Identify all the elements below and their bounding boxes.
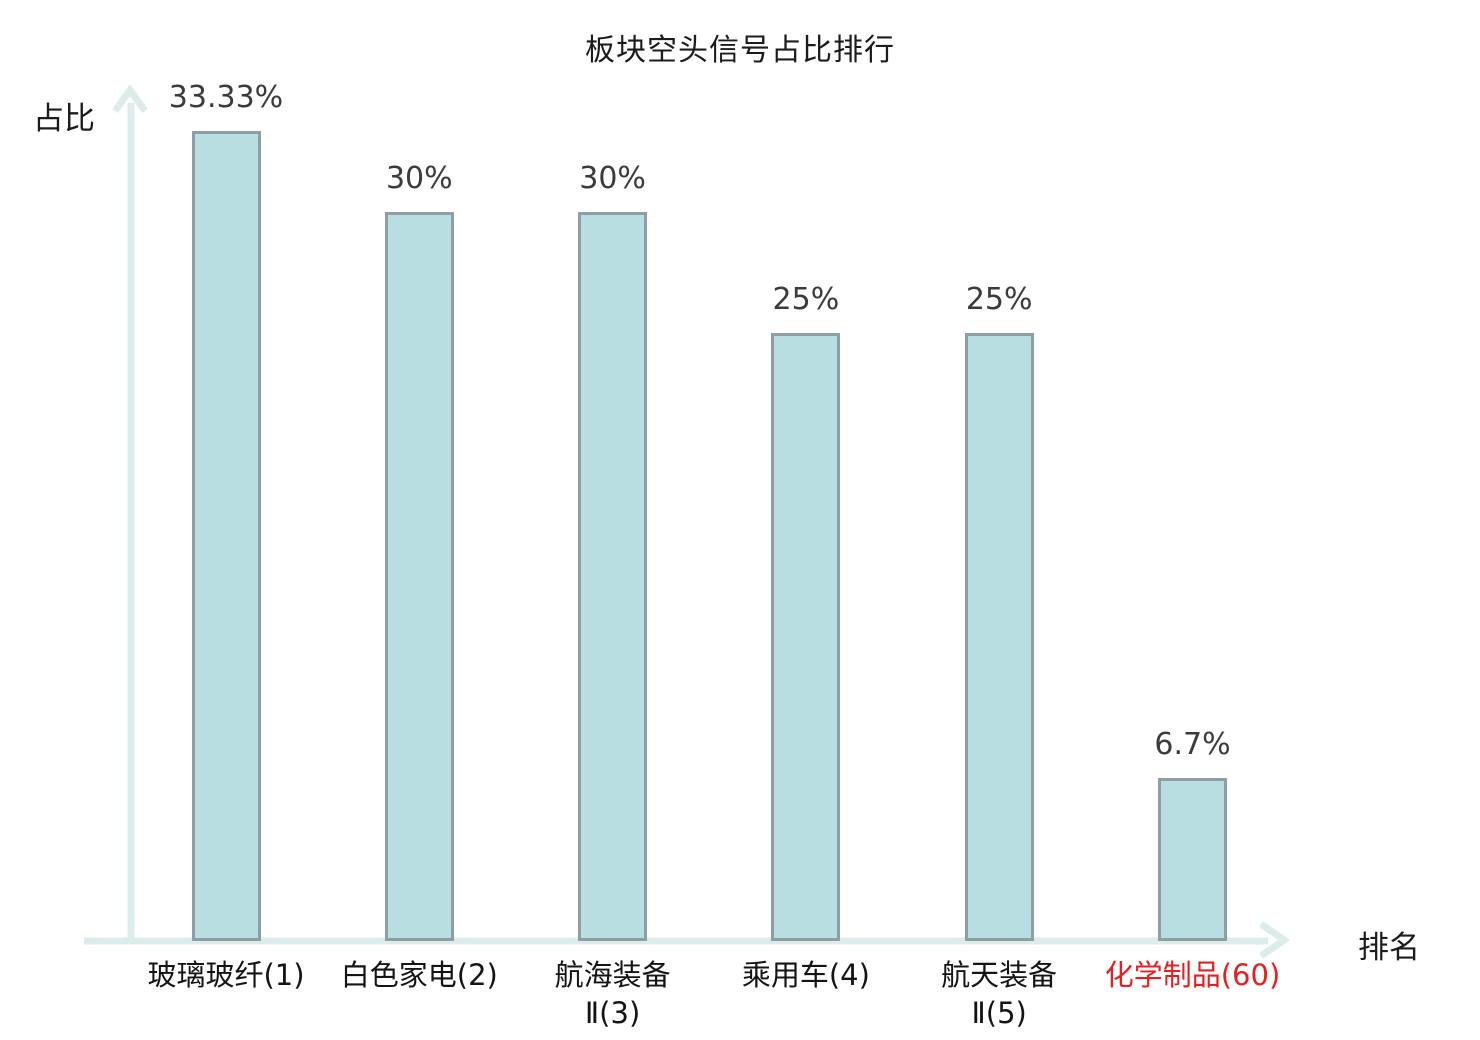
category-label: 航海装备 Ⅱ(3) bbox=[473, 956, 753, 1032]
bar bbox=[771, 333, 841, 941]
x-axis-arrow-icon bbox=[1259, 921, 1291, 959]
bar-value-label: 33.33% bbox=[168, 80, 284, 115]
category-label-line: 化学制品(60) bbox=[1104, 958, 1281, 992]
bar bbox=[578, 212, 648, 941]
category-label: 化学制品(60) bbox=[1053, 956, 1333, 994]
bar bbox=[191, 131, 261, 941]
y-axis-label: 占比 bbox=[33, 101, 95, 137]
category-label: 航天装备 Ⅱ(5) bbox=[859, 956, 1139, 1032]
bar bbox=[964, 333, 1034, 941]
bar-value-label: 6.7% bbox=[1154, 727, 1231, 762]
category-label-line: 航海装备 bbox=[554, 958, 671, 992]
bar-value-label: 30% bbox=[385, 161, 453, 196]
category-label-line: Ⅱ(3) bbox=[584, 996, 641, 1030]
x-axis-label: 排名 bbox=[1358, 930, 1420, 966]
category-label-line: Ⅱ(5) bbox=[971, 996, 1027, 1030]
category-label: 乘用车(4) bbox=[666, 956, 946, 994]
category-label-line: 白色家电(2) bbox=[340, 958, 498, 992]
category-label-line: 航天装备 bbox=[941, 958, 1058, 992]
bar-value-label: 25% bbox=[772, 282, 840, 317]
category-label: 玻璃玻纤(1) bbox=[86, 956, 366, 994]
y-axis-arrow-icon bbox=[112, 83, 148, 114]
category-label-line: 乘用车(4) bbox=[741, 958, 870, 992]
bar-value-label: 25% bbox=[965, 282, 1033, 317]
bar bbox=[384, 212, 454, 941]
category-label-line: 玻璃玻纤(1) bbox=[147, 958, 305, 992]
bar bbox=[1158, 778, 1227, 941]
category-label: 白色家电(2) bbox=[279, 956, 559, 994]
chart-title: 板块空头信号占比排行 bbox=[585, 33, 895, 68]
bar-value-label: 30% bbox=[579, 161, 646, 196]
